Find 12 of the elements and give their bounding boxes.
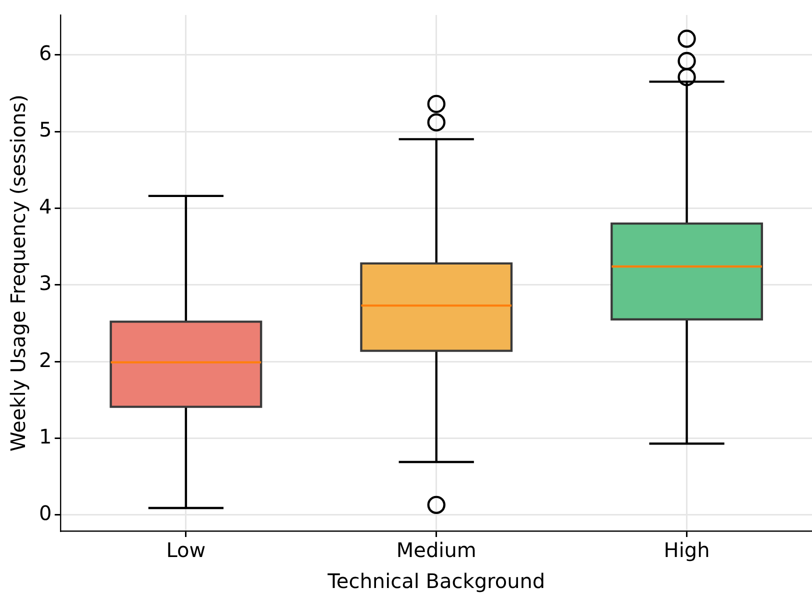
x-tick-label: Low <box>166 538 206 562</box>
x-tick-label: High <box>664 538 710 562</box>
y-tick-label: 1 <box>38 424 52 448</box>
y-tick-label: 6 <box>38 41 52 66</box>
y-tick-label: 0 <box>38 501 52 526</box>
x-tick-label: Medium <box>396 538 476 562</box>
x-axis-title: Technical Background <box>326 569 546 594</box>
y-tick-label: 5 <box>38 118 52 142</box>
y-axis-title: Weekly Usage Frequency (sessions) <box>6 94 30 452</box>
y-tick-label: 2 <box>38 348 52 372</box>
y-tick-label: 4 <box>38 194 52 218</box>
y-tick-label: 3 <box>38 271 52 296</box>
